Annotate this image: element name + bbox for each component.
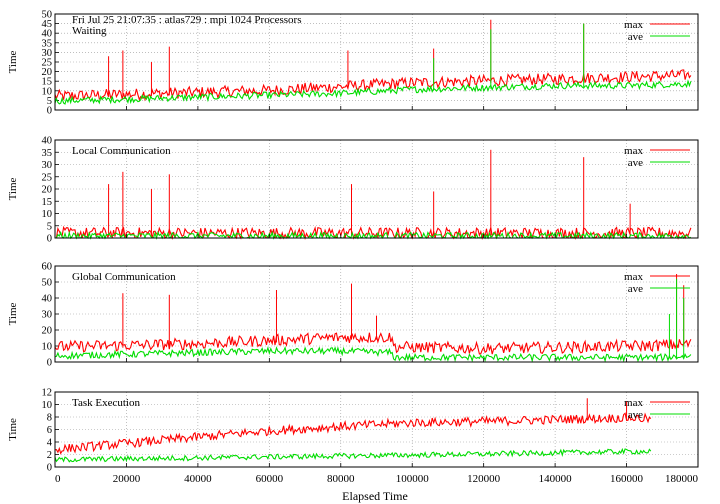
x-tick-label: 80000 [327, 473, 355, 485]
y-tick-label: 15 [42, 197, 53, 208]
y-tick-label: 4 [47, 438, 53, 449]
legend-label-max: max [624, 145, 643, 157]
y-tick-label: 60 [42, 262, 53, 273]
y-tick-label: 0 [47, 358, 52, 369]
x-tick-label: 0 [55, 473, 61, 485]
legend-label-ave: ave [628, 409, 643, 421]
y-tick-label: 50 [42, 10, 53, 21]
legend-label-ave: ave [628, 31, 643, 43]
series-ave-line [55, 230, 692, 241]
y-tick-label: 10 [42, 86, 53, 97]
legend-label-max: max [624, 19, 643, 31]
y-tick-label: 25 [42, 58, 53, 69]
panel-title: Task Execution [72, 397, 140, 409]
y-axis-label: Time [7, 177, 19, 200]
y-tick-label: 20 [42, 185, 53, 196]
x-axis-label: Elapsed Time [342, 489, 408, 503]
series-max-line [54, 19, 692, 102]
y-tick-label: 0 [47, 106, 52, 117]
panel-title: Waiting [72, 25, 107, 37]
series-ave-line [54, 447, 652, 463]
series-max-line [55, 149, 692, 241]
legend-label-ave: ave [628, 157, 643, 169]
y-axis-label: Time [7, 302, 19, 325]
y-tick-label: 0 [47, 234, 52, 245]
y-tick-label: 15 [42, 77, 53, 88]
series-ave-path [54, 346, 692, 363]
plot-frame [54, 13, 699, 111]
series-max-line [54, 398, 652, 455]
panel-title: Global Communication [72, 271, 176, 283]
series-max-path [54, 412, 652, 455]
panel-title: Local Communication [72, 145, 171, 157]
plot-frame [54, 265, 699, 363]
y-tick-label: 20 [42, 67, 53, 78]
x-tick-label: 140000 [539, 473, 573, 485]
series-ave-line [54, 278, 692, 363]
y-tick-label: 40 [42, 29, 53, 40]
y-tick-label: 30 [42, 48, 53, 59]
y-tick-label: 10 [42, 342, 53, 353]
plot-frame [54, 139, 699, 239]
series-max-path [55, 225, 692, 241]
panels: 05101520253035404550WaitingTimemaxave051… [7, 10, 699, 474]
x-tick-label: 120000 [467, 473, 501, 485]
y-tick-label: 25 [42, 172, 53, 183]
x-tick-label: 20000 [113, 473, 141, 485]
series-max-path [54, 332, 692, 355]
y-tick-label: 5 [47, 221, 52, 232]
x-tick-label: 100000 [396, 473, 430, 485]
panel-3: 0 10 20 30 40 50 60 Global Communication Time max… [7, 262, 699, 369]
y-tick-label: 35 [42, 148, 53, 159]
legend-label-max: max [624, 397, 643, 409]
y-tick-label: 12 [42, 388, 53, 399]
y-tick-label: 8 [47, 413, 52, 424]
x-tick-label: 40000 [184, 473, 212, 485]
series-ave-path [54, 447, 652, 463]
y-axis-label: Time [7, 418, 19, 441]
y-tick-label: 2 [47, 450, 52, 461]
series-ave-path [54, 79, 692, 105]
x-tick-label: 160000 [610, 473, 644, 485]
y-tick-label: 45 [42, 19, 53, 30]
y-tick-label: 30 [42, 160, 53, 171]
legend-label-ave: ave [628, 283, 643, 295]
y-tick-label: 30 [42, 310, 53, 321]
y-tick-label: 6 [47, 425, 52, 436]
y-tick-label: 40 [42, 136, 53, 147]
y-tick-label: 40 [42, 294, 53, 305]
y-tick-label: 10 [42, 209, 53, 220]
series-ave-line [54, 23, 692, 105]
y-tick-label: 50 [42, 278, 53, 289]
x-tick-label: 60000 [256, 473, 284, 485]
y-tick-label: 35 [42, 38, 53, 49]
legend-label-max: max [624, 271, 643, 283]
y-axis-label: Time [7, 50, 19, 73]
x-tick-labels: 0 20000 40000 60000 80000 100000 120000 140000 1… [55, 473, 699, 485]
y-tick-label: 5 [47, 96, 52, 107]
series-ave-path [55, 230, 692, 241]
plot-frame [54, 391, 699, 468]
x-tick-label: 180000 [665, 473, 699, 485]
figure-header: Fri Jul 25 21:07:35 : atlas729 : mpi 102… [72, 14, 301, 26]
y-tick-label: 10 [42, 400, 53, 411]
y-tick-label: 0 [47, 463, 52, 474]
y-tick-label: 20 [42, 326, 53, 337]
